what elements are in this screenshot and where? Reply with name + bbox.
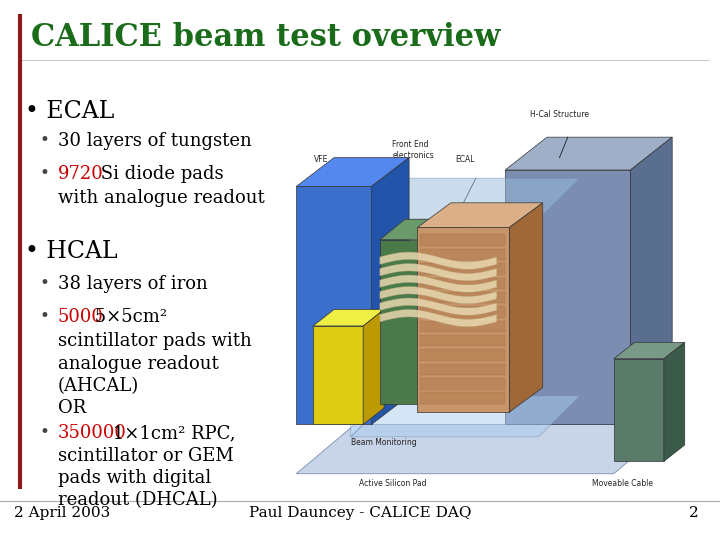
Text: 2: 2 xyxy=(688,506,698,520)
Polygon shape xyxy=(297,186,372,424)
Polygon shape xyxy=(420,263,505,275)
Text: Si diode pads: Si diode pads xyxy=(95,165,224,183)
Text: •: • xyxy=(40,424,50,441)
Polygon shape xyxy=(664,342,685,461)
Text: 350000: 350000 xyxy=(58,424,127,442)
Text: 30 layers of tungsten: 30 layers of tungsten xyxy=(58,132,251,150)
Text: VFE: VFE xyxy=(314,155,328,164)
Polygon shape xyxy=(509,203,543,412)
Text: OR: OR xyxy=(58,399,86,416)
Polygon shape xyxy=(420,349,505,361)
Polygon shape xyxy=(363,309,384,424)
Text: •: • xyxy=(40,275,50,292)
PathPatch shape xyxy=(380,309,497,327)
Polygon shape xyxy=(351,178,580,219)
Text: 5000: 5000 xyxy=(58,308,104,326)
Text: readout (DHCAL): readout (DHCAL) xyxy=(58,491,217,509)
Polygon shape xyxy=(420,321,505,332)
Polygon shape xyxy=(372,158,409,424)
Text: 9720: 9720 xyxy=(58,165,104,183)
Polygon shape xyxy=(351,396,580,437)
Polygon shape xyxy=(420,306,505,318)
Polygon shape xyxy=(505,170,631,424)
PathPatch shape xyxy=(380,287,497,304)
Text: 38 layers of iron: 38 layers of iron xyxy=(58,275,207,293)
Polygon shape xyxy=(420,378,505,389)
Text: Beam Monitoring: Beam Monitoring xyxy=(351,438,416,447)
Polygon shape xyxy=(420,234,505,246)
Text: (AHCAL): (AHCAL) xyxy=(58,377,139,395)
Text: • ECAL: • ECAL xyxy=(25,100,114,123)
Text: Paul Dauncey - CALICE DAQ: Paul Dauncey - CALICE DAQ xyxy=(248,506,472,520)
Polygon shape xyxy=(420,364,505,375)
Text: 1×1cm² RPC,: 1×1cm² RPC, xyxy=(107,424,235,442)
Text: pads with digital: pads with digital xyxy=(58,469,211,487)
Polygon shape xyxy=(631,137,672,424)
Text: Moveable Cable: Moveable Cable xyxy=(592,479,652,488)
Text: Active Silicon Pad: Active Silicon Pad xyxy=(359,479,426,488)
Polygon shape xyxy=(297,424,672,474)
Polygon shape xyxy=(380,240,443,404)
Text: H-Cal Structure: H-Cal Structure xyxy=(530,110,589,119)
Polygon shape xyxy=(420,278,505,289)
Polygon shape xyxy=(420,393,505,404)
Polygon shape xyxy=(505,137,672,170)
Text: 5×5cm²: 5×5cm² xyxy=(89,308,167,326)
Polygon shape xyxy=(420,292,505,303)
PathPatch shape xyxy=(380,252,497,269)
Text: analogue readout: analogue readout xyxy=(58,355,218,373)
Text: • HCAL: • HCAL xyxy=(25,240,118,264)
Polygon shape xyxy=(313,309,384,326)
Polygon shape xyxy=(420,249,505,260)
Text: •: • xyxy=(40,308,50,325)
Text: CALICE beam test overview: CALICE beam test overview xyxy=(31,22,500,52)
Polygon shape xyxy=(313,326,363,424)
Polygon shape xyxy=(418,227,509,412)
Polygon shape xyxy=(613,342,685,359)
PathPatch shape xyxy=(380,275,497,292)
Text: scintillator or GEM: scintillator or GEM xyxy=(58,447,233,464)
PathPatch shape xyxy=(380,298,497,315)
Text: ECAL: ECAL xyxy=(455,155,474,164)
Polygon shape xyxy=(418,203,543,227)
Polygon shape xyxy=(351,178,392,437)
Polygon shape xyxy=(613,359,664,461)
Text: scintillator pads with: scintillator pads with xyxy=(58,332,251,350)
Polygon shape xyxy=(420,335,505,347)
PathPatch shape xyxy=(380,264,497,281)
Text: Front End
electronics: Front End electronics xyxy=(392,140,434,160)
Text: 2 April 2003: 2 April 2003 xyxy=(14,506,111,520)
Polygon shape xyxy=(297,158,409,186)
Text: •: • xyxy=(40,165,50,181)
Text: •: • xyxy=(40,132,50,149)
Polygon shape xyxy=(380,219,467,240)
Polygon shape xyxy=(443,219,467,404)
Text: with analogue readout: with analogue readout xyxy=(58,189,264,207)
